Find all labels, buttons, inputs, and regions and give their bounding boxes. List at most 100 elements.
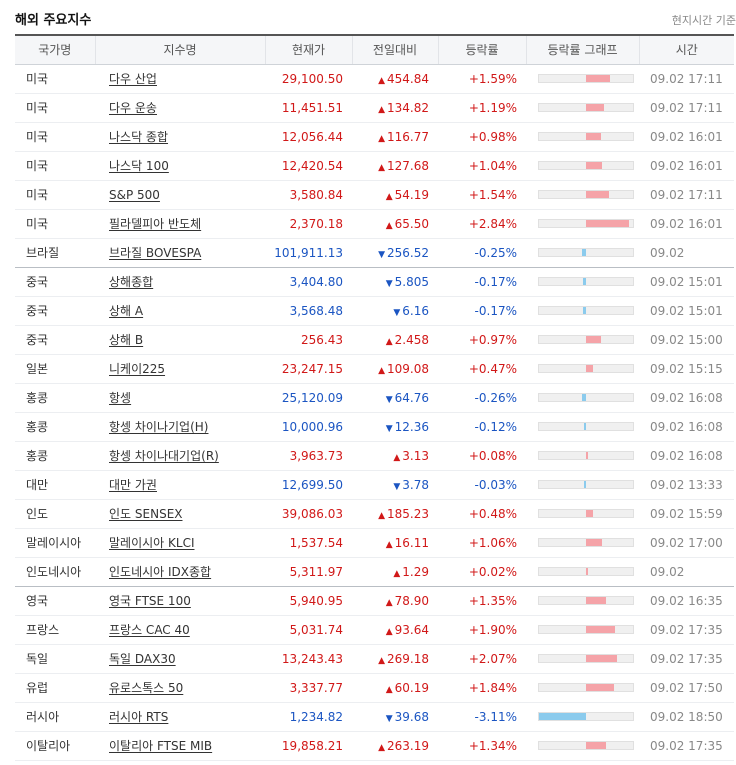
rate-graph-bar [584, 423, 586, 430]
rate-cell: -0.26% [438, 383, 526, 413]
col-header-price: 현재가 [264, 34, 352, 65]
country-cell: 중국 [15, 325, 95, 355]
country-cell: 대만 [15, 470, 95, 500]
time-cell: 09.02 16:08 [639, 441, 734, 471]
price-cell: 25,120.09 [265, 383, 352, 413]
index-name-link[interactable]: 말레이시아 KLCI [109, 536, 195, 550]
change-value: 12.36 [394, 419, 429, 434]
rate-cell: +1.06% [438, 528, 526, 558]
rate-graph-bar [586, 655, 617, 662]
up-arrow-icon: ▲ [378, 162, 385, 173]
rate-graph-bar [586, 133, 601, 140]
change-value: 269.18 [387, 651, 429, 666]
rate-graph-bar [586, 75, 610, 82]
price-cell: 5,940.95 [265, 586, 352, 616]
price-cell: 13,243.43 [265, 644, 352, 674]
change-cell: ▼ 12.36 [352, 412, 438, 442]
rate-graph-track [538, 248, 634, 257]
time-cell: 09.02 [639, 557, 734, 587]
index-name-link[interactable]: 대만 가권 [109, 478, 157, 492]
change-cell: ▲ 2.458 [352, 325, 438, 355]
change-cell: ▲ 185.23 [352, 499, 438, 529]
rate-graph-cell [526, 122, 639, 152]
change-cell: ▲ 127.68 [352, 151, 438, 181]
up-arrow-icon: ▲ [385, 597, 393, 608]
change-value: 263.19 [387, 738, 429, 753]
country-cell: 인도 [15, 499, 95, 529]
rate-graph-track [538, 480, 634, 489]
index-name-link[interactable]: 유로스톡스 50 [109, 681, 184, 695]
index-name-link[interactable]: 상해 A [109, 304, 144, 318]
change-value: 3.78 [402, 477, 429, 492]
rate-graph-track [538, 364, 634, 373]
up-arrow-icon: ▲ [378, 655, 385, 666]
index-name-link[interactable]: S&P 500 [109, 187, 160, 202]
table-body: 미국 다우 산업 29,100.50 ▲ 454.84 +1.59% 09.02 17:11… [15, 64, 734, 761]
change-cell: ▼ 64.76 [352, 383, 438, 413]
index-name-link[interactable]: 나스닥 종합 [109, 130, 169, 144]
col-header-time: 시간 [638, 34, 734, 65]
index-name-link[interactable]: 니케이225 [109, 362, 166, 376]
index-name-link[interactable]: 인도네시아 IDX종합 [109, 565, 212, 579]
rate-cell: +1.35% [438, 586, 526, 616]
country-cell: 홍콩 [15, 383, 95, 413]
index-name-cell: 브라질 BOVESPA [95, 238, 265, 268]
table-row: 일본 니케이225 23,247.15 ▲ 109.08 +0.47% 09.02 15:1… [15, 354, 734, 384]
up-arrow-icon: ▲ [378, 365, 385, 376]
price-cell: 3,580.84 [265, 180, 352, 210]
rate-graph-bar [586, 452, 588, 459]
col-header-rate-graph: 등락률 그래프 [525, 34, 639, 65]
change-cell: ▼ 256.52 [352, 238, 438, 268]
time-cell: 09.02 17:35 [639, 615, 734, 645]
rate-cell: -3.11% [438, 702, 526, 732]
index-name-link[interactable]: 상해 B [109, 333, 144, 347]
rate-graph-bar [586, 597, 606, 604]
index-name-cell: S&P 500 [95, 180, 265, 210]
change-cell: ▲ 116.77 [352, 122, 438, 152]
rate-graph-bar [583, 278, 586, 285]
index-name-link[interactable]: 러시아 RTS [109, 710, 169, 724]
index-name-link[interactable]: 인도 SENSEX [109, 507, 183, 521]
rate-graph-track [538, 335, 634, 344]
rate-graph-bar [586, 162, 602, 169]
index-name-link[interactable]: 브라질 BOVESPA [109, 246, 202, 260]
index-name-link[interactable]: 영국 FTSE 100 [109, 594, 191, 608]
price-cell: 19,858.21 [265, 731, 352, 761]
rate-graph-cell [526, 586, 639, 616]
rate-graph-bar [586, 742, 606, 749]
rate-graph-bar [539, 713, 586, 720]
index-name-cell: 인도 SENSEX [95, 499, 265, 529]
index-name-link[interactable]: 항셍 차이나기업(H) [109, 420, 209, 434]
rate-graph-track [538, 683, 634, 692]
rate-graph-cell [526, 528, 639, 558]
change-value: 78.90 [394, 593, 429, 608]
index-name-link[interactable]: 다우 운송 [109, 101, 157, 115]
index-name-cell: 상해종합 [95, 267, 265, 297]
price-cell: 29,100.50 [265, 64, 352, 94]
down-arrow-icon: ▼ [393, 481, 401, 492]
change-cell: ▲ 78.90 [352, 586, 438, 616]
up-arrow-icon: ▲ [393, 452, 401, 463]
change-cell: ▼ 6.16 [352, 296, 438, 326]
index-name-link[interactable]: 항셍 [109, 391, 132, 405]
index-name-link[interactable]: 나스닥 100 [109, 159, 169, 173]
index-name-cell: 인도네시아 IDX종합 [95, 557, 265, 587]
change-cell: ▲ 3.13 [352, 441, 438, 471]
index-name-link[interactable]: 필라델피아 반도체 [109, 217, 202, 231]
time-cell: 09.02 17:35 [639, 731, 734, 761]
time-cell: 09.02 15:01 [639, 267, 734, 297]
change-value: 2.458 [394, 332, 429, 347]
index-name-link[interactable]: 상해종합 [109, 275, 154, 289]
rate-graph-track [538, 161, 634, 170]
up-arrow-icon: ▲ [385, 336, 393, 347]
price-cell: 12,420.54 [265, 151, 352, 181]
rate-graph-bar [583, 307, 586, 314]
country-cell: 인도네시아 [15, 557, 95, 587]
index-name-link[interactable]: 항셍 차이나대기업(R) [109, 449, 219, 463]
index-name-link[interactable]: 이탈리아 FTSE MIB [109, 739, 213, 753]
index-name-link[interactable]: 프랑스 CAC 40 [109, 623, 190, 637]
change-cell: ▲ 454.84 [352, 64, 438, 94]
index-name-link[interactable]: 다우 산업 [109, 72, 157, 86]
index-name-link[interactable]: 독일 DAX30 [109, 652, 176, 666]
index-name-cell: 다우 운송 [95, 93, 265, 123]
